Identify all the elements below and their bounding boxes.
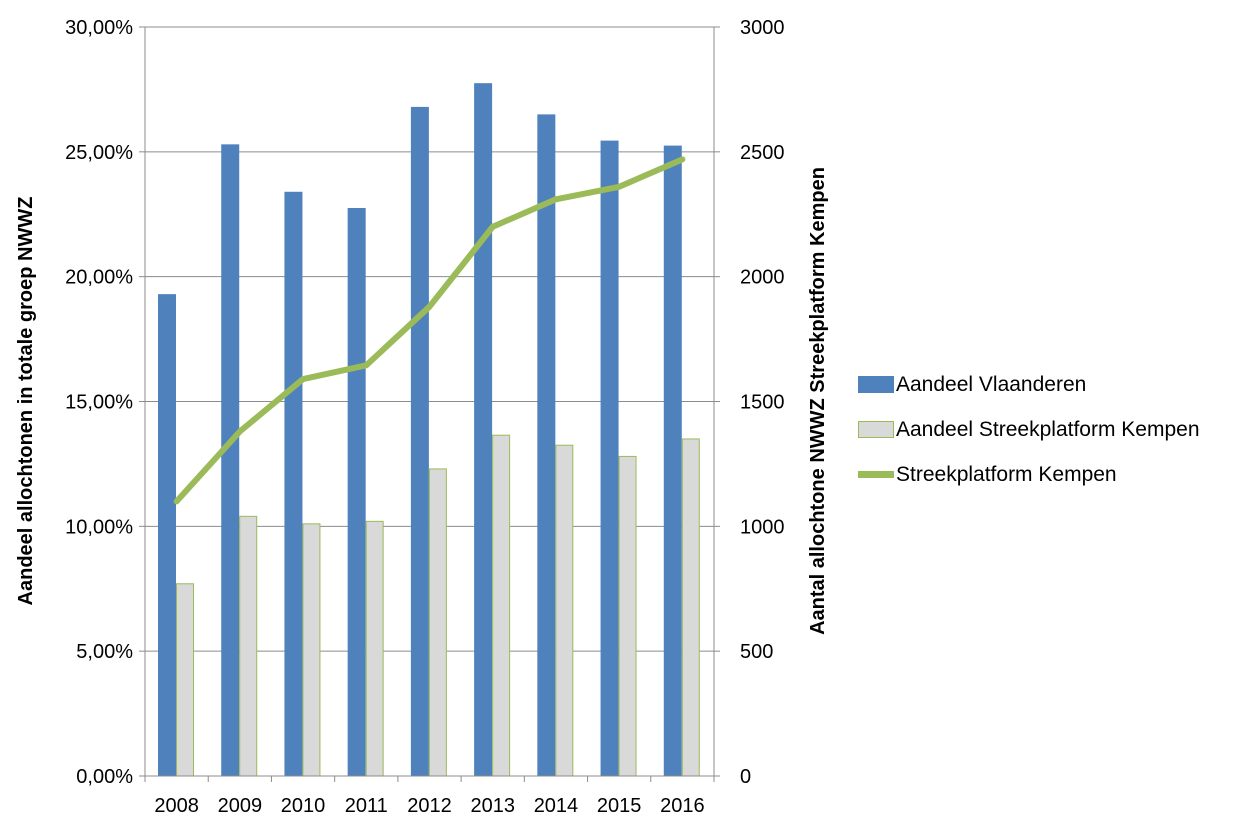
legend-swatch-kempen-line: [858, 471, 894, 478]
legend-label-kempen-line: Streekplatform Kempen: [896, 462, 1117, 486]
bar-aandeel-vlaanderen: [474, 83, 493, 777]
bar-aandeel-kempen: [239, 515, 258, 777]
line-point-streekplatform-kempen: [427, 304, 432, 310]
line-point-streekplatform-kempen: [237, 428, 243, 434]
line-point-streekplatform-kempen: [174, 498, 180, 504]
bar-aandeel-kempen: [428, 468, 447, 777]
x-tick-label: 2011: [345, 795, 388, 817]
y-right-axis-title: Aantal allochtone NWWZ Streekplatform Ke…: [807, 167, 829, 635]
y-right-tick-label: 500: [740, 641, 773, 663]
legend-label-kempen-share: Aandeel Streekplatform Kempen: [896, 417, 1200, 441]
x-tick-label: 2010: [281, 795, 326, 817]
y-right-tick-label: 3000: [740, 17, 785, 39]
bar-aandeel-kempen: [681, 438, 700, 777]
y-left-axis-title: Aandeel allochtonen in totale groep NWWZ: [15, 197, 37, 606]
bar-aandeel-vlaanderen: [284, 191, 303, 776]
bar-aandeel-vlaanderen: [537, 114, 556, 777]
legend-label-vlaanderen: Aandeel Vlaanderen: [896, 372, 1087, 396]
axes: [139, 26, 720, 782]
x-tick-label: 2015: [597, 795, 642, 817]
bar-aandeel-vlaanderen: [221, 144, 240, 777]
line-point-streekplatform-kempen: [553, 196, 559, 202]
line-point-streekplatform-kempen: [490, 224, 496, 230]
x-tick-label: 2013: [470, 795, 515, 817]
bar-aandeel-kempen: [492, 434, 511, 777]
bar-aandeel-vlaanderen: [158, 294, 176, 776]
line-series-group: [173, 156, 686, 505]
legend-item-aandeel-vlaanderen: Aandeel Vlaanderen: [858, 362, 1200, 407]
x-tick-label: 2012: [407, 795, 452, 817]
line-point-streekplatform-kempen: [616, 184, 622, 190]
x-tick-label: 2016: [660, 795, 705, 817]
bar-aandeel-vlaanderen: [347, 208, 366, 777]
y-left-tick-label: 15,00%: [65, 392, 133, 414]
legend-item-streekplatform-kempen: Streekplatform Kempen: [858, 452, 1200, 497]
legend-item-aandeel-kempen: Aandeel Streekplatform Kempen: [858, 407, 1200, 452]
y-left-tick-label: 25,00%: [65, 142, 133, 164]
bar-aandeel-kempen: [176, 583, 194, 777]
y-left-tick-label: 30,00%: [65, 17, 133, 39]
x-tick-label: 2009: [218, 795, 263, 817]
bar-aandeel-kempen: [555, 444, 574, 777]
bar-aandeel-vlaanderen: [600, 140, 619, 776]
y-right-tick-label: 1500: [740, 392, 785, 414]
x-tick-label: 2008: [154, 795, 199, 817]
bar-aandeel-kempen: [618, 455, 637, 777]
legend: Aandeel Vlaanderen Aandeel Streekplatfor…: [858, 362, 1200, 497]
y-left-tick-label: 20,00%: [65, 267, 133, 289]
bar-aandeel-vlaanderen: [663, 145, 682, 776]
y-right-tick-label: 1000: [740, 516, 785, 538]
line-point-streekplatform-kempen: [679, 156, 685, 162]
y-right-tick-label: 2000: [740, 267, 785, 289]
legend-swatch-kempen-share: [858, 421, 894, 438]
x-tick-label: 2014: [534, 795, 579, 817]
y-left-tick-label: 10,00%: [65, 516, 133, 538]
y-right-tick-label: 0: [740, 766, 751, 788]
tick-labels: 0,00% 5,00% 10,00% 15,00% 20,00% 25,00% 30,00%…: [65, 17, 784, 817]
line-point-streekplatform-kempen: [363, 362, 369, 368]
bar-aandeel-vlaanderen: [410, 106, 429, 777]
y-left-tick-label: 0,00%: [76, 766, 133, 788]
bar-aandeel-kempen: [302, 523, 321, 777]
y-left-tick-label: 5,00%: [76, 641, 133, 663]
legend-swatch-vlaanderen: [858, 376, 894, 393]
y-right-tick-label: 2500: [740, 142, 785, 164]
bar-series-group: [158, 83, 700, 777]
line-point-streekplatform-kempen: [300, 376, 306, 382]
bar-aandeel-kempen: [365, 520, 384, 777]
